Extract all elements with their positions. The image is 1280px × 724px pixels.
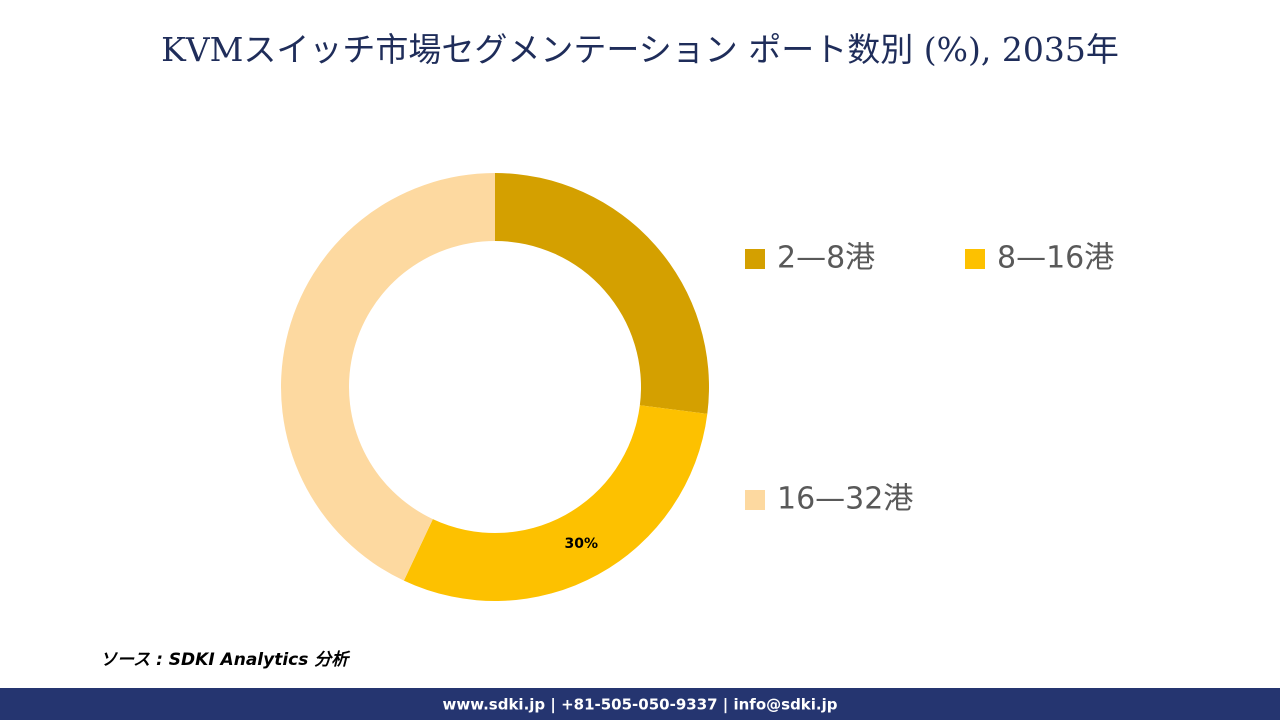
legend-swatch <box>745 490 765 510</box>
footer-text: www.sdki.jp | +81-505-050-9337 | info@sd… <box>442 696 837 715</box>
legend-label: 8—16港 <box>997 241 1114 276</box>
donut-segment <box>281 173 495 581</box>
legend-swatch <box>745 249 765 269</box>
footer-bar <box>0 688 1280 720</box>
legend-label: 2—8港 <box>777 241 875 276</box>
source-note: ソース : SDKI Analytics 分析 <box>100 650 351 670</box>
donut-segment <box>403 405 708 601</box>
data-label: 30% <box>564 536 598 552</box>
donut-segment <box>495 173 710 414</box>
legend-swatch <box>965 249 985 269</box>
chart-title: KVMスイッチ市場セグメンテーション ポート数別 (%), 2035年 <box>161 30 1119 69</box>
legend-label: 16—32港 <box>777 482 913 517</box>
